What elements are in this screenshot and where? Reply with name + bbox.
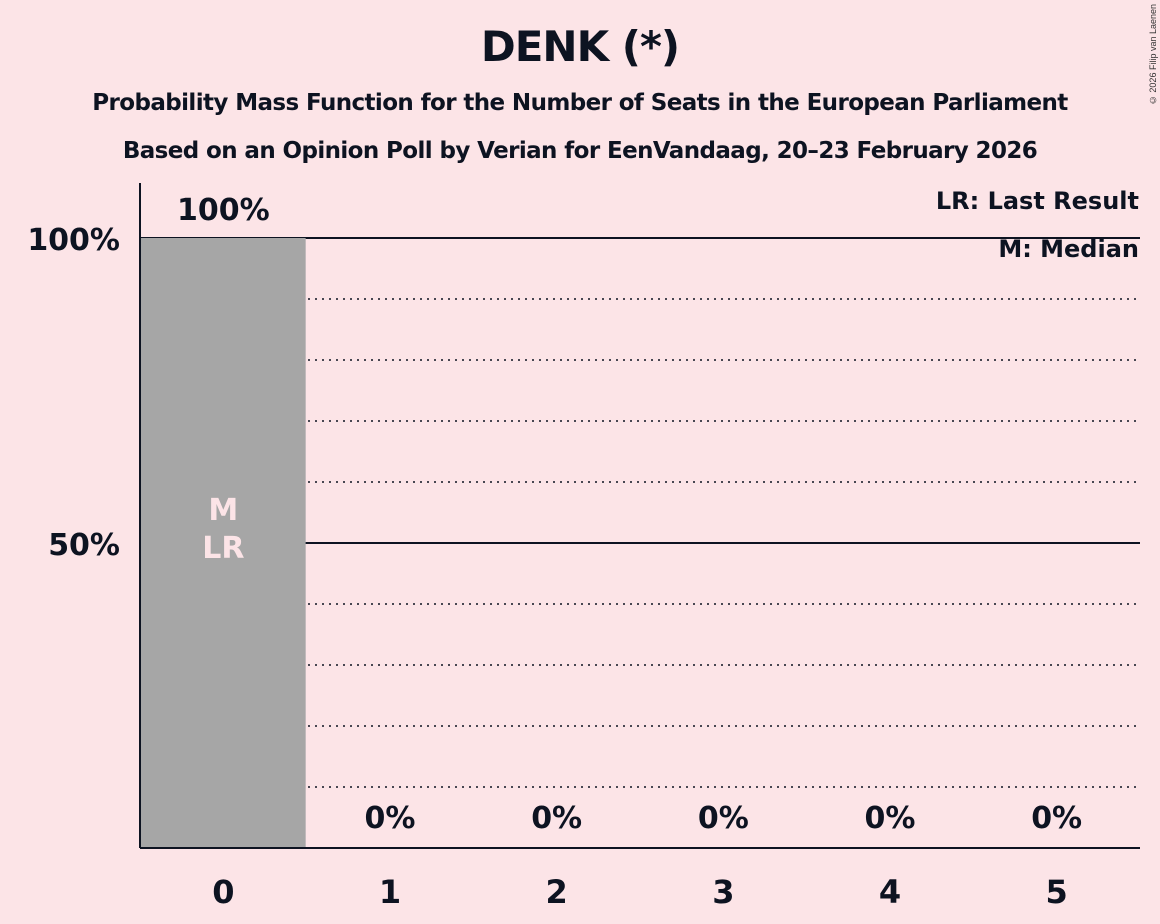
ytick-50: 50% [48,528,120,563]
x-tick-label: 0 [212,873,234,911]
value-label: 0% [531,801,582,836]
value-label: 0% [1031,801,1082,836]
ytick-100: 100% [27,223,120,258]
value-label: 0% [865,801,916,836]
gridlines [140,237,1140,788]
chart-subtitle-source: Based on an Opinion Poll by Verian for E… [122,138,1038,164]
x-tick-label: 5 [1046,873,1068,911]
x-tick-label: 1 [379,873,401,911]
value-label: 0% [698,801,749,836]
legend-median: M: Median [998,235,1139,263]
bars [140,238,306,848]
value-label: 0% [365,801,416,836]
bar-0 [140,238,306,848]
x-tick-label: 3 [712,873,734,911]
median-marker: M [208,493,238,528]
x-tick-label: 4 [879,873,901,911]
legend-last-result: LR: Last Result [936,187,1139,215]
chart-title: DENK (*) [480,22,680,71]
x-tick-label: 2 [546,873,568,911]
last-result-marker: LR [202,531,244,566]
value-label: 100% [177,193,270,228]
chart-subtitle: Probability Mass Function for the Number… [92,90,1068,116]
